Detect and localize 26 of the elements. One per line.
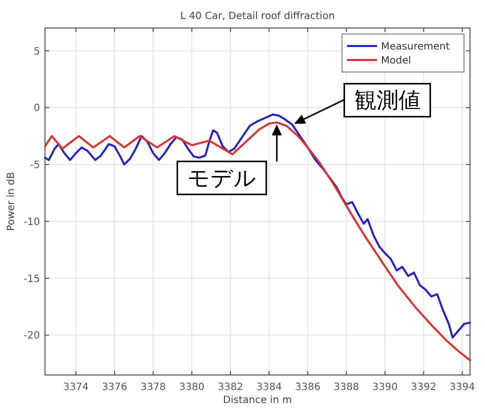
x-tick-label: 3382 bbox=[218, 382, 244, 393]
x-tick-label: 3390 bbox=[372, 382, 398, 393]
chart-title: L 40 Car, Detail roof diffraction bbox=[180, 11, 335, 22]
legend-label: Model bbox=[381, 56, 412, 66]
y-tick-label: -15 bbox=[24, 274, 40, 285]
x-axis-title: Distance in m bbox=[223, 395, 292, 406]
x-tick-label: 3384 bbox=[256, 382, 282, 393]
x-tick-label: 3376 bbox=[102, 382, 128, 393]
x-tick-label: 3380 bbox=[179, 382, 205, 393]
x-tick-label: 3378 bbox=[140, 382, 166, 393]
annotation: 観測値 bbox=[354, 88, 420, 114]
y-tick-label: -20 bbox=[24, 330, 40, 342]
annotation: モデル bbox=[176, 124, 282, 196]
x-tick-label: 3394 bbox=[450, 382, 475, 393]
y-tick-label: 0 bbox=[34, 103, 40, 114]
x-tick-label: 3388 bbox=[334, 382, 360, 393]
x-tick-label: 3392 bbox=[410, 382, 436, 393]
annotation: 観測値 bbox=[294, 82, 432, 124]
x-tick-label: 3374 bbox=[63, 382, 89, 393]
x-tick-label: 3386 bbox=[295, 382, 320, 393]
y-tick-label: -10 bbox=[24, 216, 40, 228]
y-axis-title: Power in dB bbox=[6, 172, 17, 231]
y-tick-label: -5 bbox=[30, 160, 40, 172]
legend-label: Measurement bbox=[381, 42, 450, 52]
annotation: モデル bbox=[187, 166, 256, 192]
y-tick-label: 5 bbox=[34, 46, 40, 58]
